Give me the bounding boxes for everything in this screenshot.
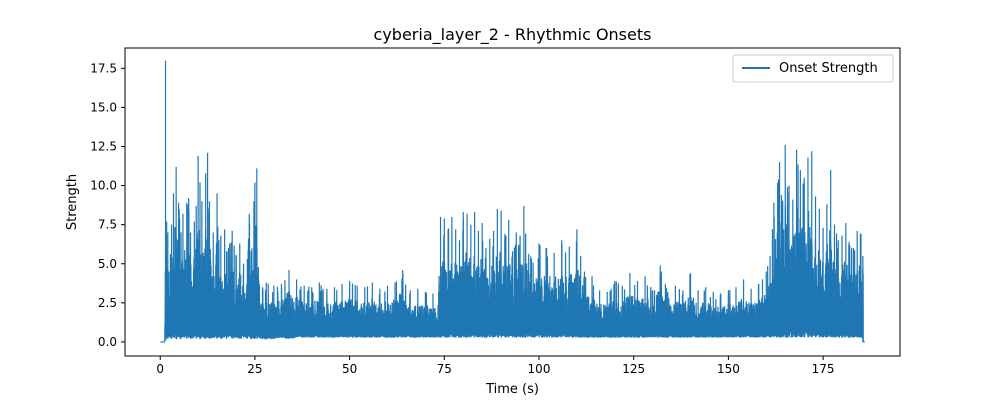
y-tick-label: 10.0 <box>90 179 117 193</box>
x-tick-label: 100 <box>528 362 551 376</box>
series-layer <box>160 60 865 343</box>
x-tick-label: 75 <box>437 362 452 376</box>
legend: Onset Strength <box>732 54 894 83</box>
x-tick-label: 175 <box>812 362 835 376</box>
x-tick-label: 25 <box>247 362 262 376</box>
y-tick-label: 7.5 <box>98 218 117 232</box>
legend-box <box>732 54 894 83</box>
x-tick-label: 150 <box>717 362 740 376</box>
x-axis-ticks: 0 25 50 75 100 125 150 175 <box>156 356 835 376</box>
y-tick-label: 15.0 <box>90 100 117 114</box>
y-tick-label: 0.0 <box>98 335 117 349</box>
x-axis-label: Time (s) <box>485 382 539 397</box>
y-tick-label: 5.0 <box>98 257 117 271</box>
y-tick-label: 17.5 <box>90 61 117 75</box>
plot-frame <box>124 47 901 357</box>
y-axis-ticks: 0.0 2.5 5.0 7.5 10.0 12.5 15.0 17.5 <box>90 61 125 349</box>
y-tick-label: 2.5 <box>98 296 117 310</box>
y-axis-label: Strength <box>65 174 80 230</box>
x-tick-label: 125 <box>622 362 645 376</box>
legend-label: Onset Strength <box>779 61 878 76</box>
chart-title: cyberia_layer_2 - Rhythmic Onsets <box>374 25 652 45</box>
y-tick-label: 12.5 <box>90 139 117 153</box>
x-tick-label: 0 <box>156 362 164 376</box>
x-tick-label: 50 <box>342 362 357 376</box>
